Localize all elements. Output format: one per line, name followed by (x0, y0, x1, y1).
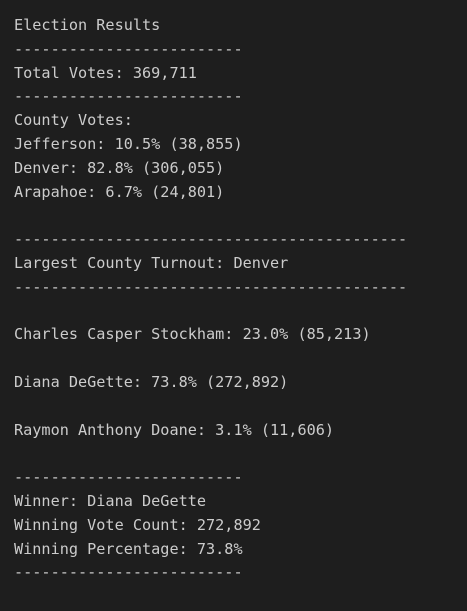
winner-name: Winner: Diana DeGette (14, 491, 207, 510)
results-title: Election Results (14, 16, 161, 34)
blank-line (14, 300, 467, 324)
winning-percentage: Winning Percentage: 73.8% (14, 539, 243, 558)
blank-line (14, 395, 467, 419)
terminal-output[interactable]: Election Results -----------------------… (14, 14, 467, 585)
county-result-denver: Denver: 82.8% (306,055) (14, 158, 225, 177)
divider-line: ------------------------- (14, 468, 243, 487)
largest-county-turnout: Largest County Turnout: Denver (14, 253, 289, 272)
candidate-result-degette: Diana DeGette: 73.8% (272,892) (14, 372, 289, 391)
divider-line-long: ----------------------------------------… (14, 230, 408, 249)
winning-vote-count: Winning Vote Count: 272,892 (14, 515, 261, 534)
divider-line-long: ----------------------------------------… (14, 277, 408, 296)
county-result-arapahoe: Arapahoe: 6.7% (24,801) (14, 182, 225, 201)
blank-line (14, 442, 467, 466)
blank-line (14, 204, 467, 228)
total-votes: Total Votes: 369,711 (14, 63, 197, 82)
divider-line: ------------------------- (14, 563, 243, 582)
county-result-jefferson: Jefferson: 10.5% (38,855) (14, 134, 243, 153)
county-votes-heading: County Votes: (14, 111, 133, 130)
divider-line: ------------------------- (14, 39, 243, 58)
divider-line: ------------------------- (14, 87, 243, 106)
candidate-result-stockham: Charles Casper Stockham: 23.0% (85,213) (14, 325, 371, 344)
blank-line (14, 347, 467, 371)
candidate-result-doane: Raymon Anthony Doane: 3.1% (11,606) (14, 420, 335, 439)
